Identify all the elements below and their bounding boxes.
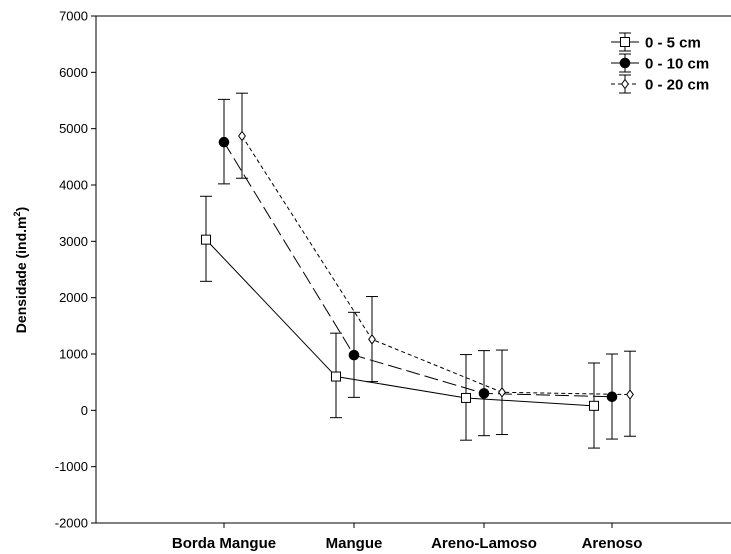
legend-item-1: 0 - 5 cm [611, 32, 701, 52]
plot-frame [95, 15, 731, 524]
series-line [205, 239, 595, 407]
legend-label: 0 - 20 cm [645, 77, 709, 94]
y-axis-label-text: Densidade (ind.m [13, 217, 29, 334]
data-point [461, 392, 471, 403]
data-point [478, 388, 490, 399]
data-point [589, 400, 599, 411]
y-tick-label: 4000 [59, 178, 88, 193]
data-point [348, 349, 360, 361]
y-tick-label: 6000 [59, 65, 88, 80]
y-axis: -2000 -1000 0 1000 2000 3000 4000 5000 6000 7000 [55, 9, 96, 531]
series-1 [200, 195, 600, 449]
data-point [498, 386, 506, 398]
x-tick-label: Borda Mangue [172, 535, 276, 552]
y-axis-label-close: ) [13, 207, 29, 212]
y-tick-label: 7000 [59, 9, 88, 24]
legend-marker [619, 57, 631, 69]
data-point [201, 234, 211, 245]
y-tick-label: 2000 [59, 290, 88, 305]
y-axis-label-superscript: 2 [12, 211, 22, 216]
y-tick-label: 5000 [59, 121, 88, 136]
series-line [241, 135, 631, 396]
series-2 [218, 98, 618, 440]
data-point [368, 334, 376, 345]
legend-marker [621, 78, 629, 90]
y-axis-label: Densidade (ind.m2) [12, 207, 29, 333]
series-line [223, 141, 613, 398]
data-point [331, 371, 341, 382]
y-tick-label: -2000 [55, 516, 88, 531]
y-tick-label: 1000 [59, 347, 88, 362]
data-point [238, 130, 246, 142]
legend-label: 0 - 5 cm [645, 35, 701, 52]
legend: 0 - 5 cm 0 - 10 cm 0 - 20 cm [611, 32, 709, 94]
legend-label: 0 - 10 cm [645, 56, 709, 73]
x-axis: Borda Mangue Mangue Areno-Lamoso Arenoso [172, 523, 643, 552]
y-tick-label: -1000 [55, 459, 88, 474]
series-3 [236, 92, 636, 437]
y-tick-label: 3000 [59, 234, 88, 249]
legend-item-2: 0 - 10 cm [611, 53, 709, 73]
x-tick-label: Mangue [326, 535, 383, 552]
x-tick-label: Arenoso [582, 535, 643, 552]
data-point [626, 389, 634, 400]
y-tick-label: 0 [81, 403, 88, 418]
x-tick-label: Areno-Lamoso [431, 535, 537, 552]
series-layer [200, 92, 636, 449]
data-point [218, 136, 230, 148]
legend-marker [620, 37, 630, 47]
data-point [606, 391, 618, 403]
legend-item-3: 0 - 20 cm [611, 74, 709, 94]
